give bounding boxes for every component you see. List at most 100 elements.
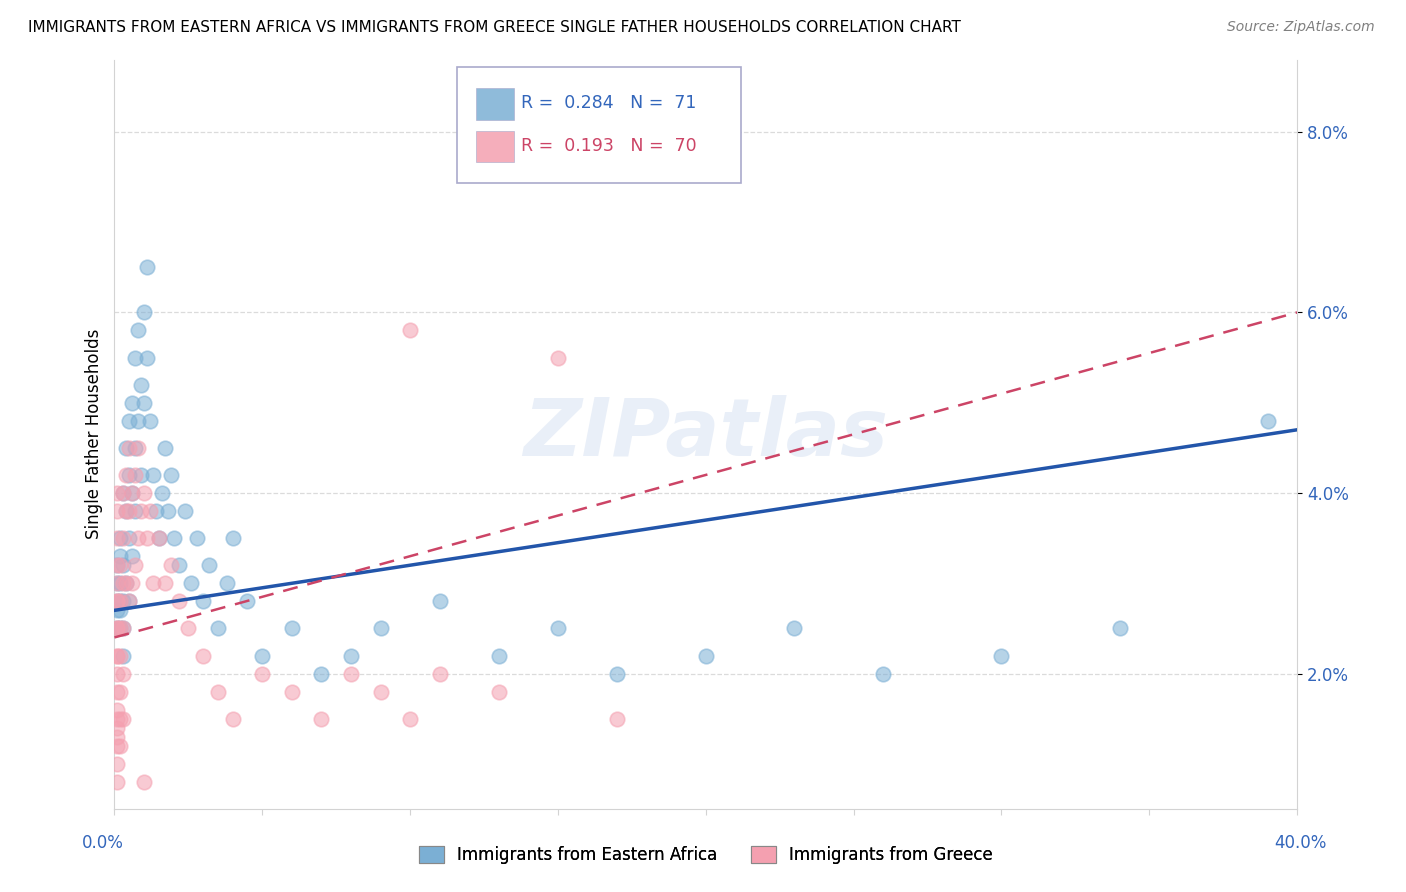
Point	[124, 558, 146, 573]
Point	[105, 576, 128, 591]
Point	[105, 739, 128, 753]
Point	[132, 486, 155, 500]
Point	[121, 549, 143, 564]
Point	[132, 395, 155, 409]
Point	[105, 648, 128, 663]
Text: 40.0%: 40.0%	[1274, 834, 1327, 852]
Point	[311, 712, 333, 726]
Point	[136, 260, 159, 275]
Point	[112, 531, 135, 545]
Point	[399, 712, 422, 726]
Point	[112, 712, 135, 726]
Point	[110, 622, 132, 636]
Point	[129, 377, 152, 392]
Point	[399, 323, 422, 337]
Point	[112, 622, 135, 636]
Point	[169, 594, 191, 608]
Point	[695, 648, 717, 663]
Point	[105, 558, 128, 573]
Point	[127, 441, 149, 455]
Point	[121, 486, 143, 500]
Point	[112, 622, 135, 636]
Point	[252, 666, 274, 681]
Point	[159, 558, 181, 573]
Point	[124, 467, 146, 482]
Point	[118, 531, 141, 545]
Point	[115, 467, 138, 482]
Point	[115, 504, 138, 518]
Point	[105, 721, 128, 735]
Point	[129, 504, 152, 518]
FancyBboxPatch shape	[477, 131, 515, 162]
Text: R =  0.193   N =  70: R = 0.193 N = 70	[522, 136, 697, 155]
Point	[124, 504, 146, 518]
Point	[132, 305, 155, 319]
Point	[118, 467, 141, 482]
Y-axis label: Single Father Households: Single Father Households	[86, 329, 103, 540]
Point	[115, 576, 138, 591]
Point	[105, 558, 128, 573]
Point	[112, 486, 135, 500]
Text: R =  0.284   N =  71: R = 0.284 N = 71	[522, 94, 696, 112]
Point	[129, 467, 152, 482]
Point	[132, 775, 155, 789]
Point	[340, 666, 363, 681]
Point	[112, 648, 135, 663]
Point	[110, 576, 132, 591]
Point	[169, 558, 191, 573]
Point	[142, 467, 165, 482]
Point	[159, 467, 181, 482]
Point	[124, 441, 146, 455]
Point	[177, 622, 200, 636]
Point	[186, 531, 208, 545]
Point	[340, 648, 363, 663]
Point	[198, 558, 221, 573]
Point	[110, 712, 132, 726]
Point	[606, 666, 628, 681]
Point	[115, 504, 138, 518]
Point	[281, 684, 304, 698]
Text: 0.0%: 0.0%	[82, 834, 124, 852]
Point	[105, 712, 128, 726]
Point	[221, 712, 243, 726]
Point	[281, 622, 304, 636]
Point	[110, 531, 132, 545]
Point	[105, 648, 128, 663]
Point	[118, 414, 141, 428]
Point	[180, 576, 202, 591]
Text: Source: ZipAtlas.com: Source: ZipAtlas.com	[1227, 20, 1375, 34]
Point	[153, 441, 176, 455]
Point	[547, 622, 569, 636]
Point	[118, 594, 141, 608]
Point	[118, 441, 141, 455]
Point	[105, 622, 128, 636]
Point	[124, 351, 146, 365]
Text: IMMIGRANTS FROM EASTERN AFRICA VS IMMIGRANTS FROM GREECE SINGLE FATHER HOUSEHOLD: IMMIGRANTS FROM EASTERN AFRICA VS IMMIGR…	[28, 20, 960, 35]
Point	[783, 622, 806, 636]
Point	[105, 504, 128, 518]
Point	[150, 486, 173, 500]
Point	[145, 504, 167, 518]
Point	[105, 622, 128, 636]
Point	[118, 504, 141, 518]
Point	[136, 351, 159, 365]
Point	[115, 576, 138, 591]
Point	[112, 594, 135, 608]
Point	[136, 531, 159, 545]
Text: ZIPatlas: ZIPatlas	[523, 395, 889, 474]
Point	[547, 351, 569, 365]
Point	[112, 666, 135, 681]
Point	[139, 504, 162, 518]
Point	[105, 730, 128, 744]
Point	[105, 531, 128, 545]
Point	[105, 594, 128, 608]
Point	[110, 648, 132, 663]
Point	[142, 576, 165, 591]
Point	[121, 576, 143, 591]
Point	[215, 576, 238, 591]
Point	[110, 549, 132, 564]
Point	[162, 531, 184, 545]
Point	[174, 504, 197, 518]
Point	[105, 486, 128, 500]
Point	[236, 594, 259, 608]
